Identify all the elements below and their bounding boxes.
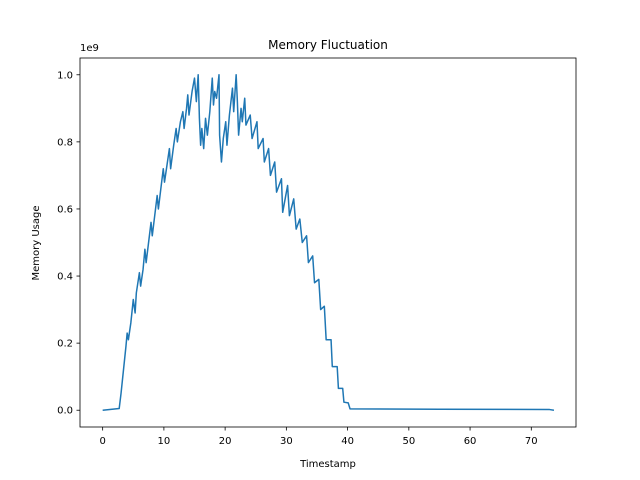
y-axis-offset-label: 1e9 [80, 43, 99, 54]
y-tick-label: 0.6 [57, 204, 73, 215]
chart-title: Memory Fluctuation [268, 38, 388, 52]
memory-usage-line [102, 74, 555, 411]
y-axis-ticks: 0.0 0.2 0.4 0.6 0.8 1.0 [57, 70, 80, 417]
x-tick-label: 40 [341, 436, 354, 447]
x-tick-label: 20 [219, 436, 232, 447]
x-axis-label: Timestamp [299, 459, 356, 470]
x-tick-label: 0 [99, 436, 105, 447]
x-tick-label: 10 [158, 436, 171, 447]
y-tick-label: 0.2 [57, 339, 73, 350]
x-tick-label: 70 [525, 436, 538, 447]
plot-frame [79, 57, 577, 428]
x-tick-label: 30 [280, 436, 293, 447]
x-tick-label: 50 [402, 436, 415, 447]
y-tick-label: 1.0 [57, 70, 73, 81]
y-tick-label: 0.8 [57, 137, 73, 148]
x-axis-ticks: 0 10 20 30 40 50 60 70 [99, 427, 538, 447]
y-tick-label: 0.0 [57, 406, 73, 417]
plot-area [102, 74, 555, 411]
y-axis-label: Memory Usage [31, 205, 42, 280]
y-tick-label: 0.4 [57, 272, 73, 283]
x-tick-label: 60 [464, 436, 477, 447]
